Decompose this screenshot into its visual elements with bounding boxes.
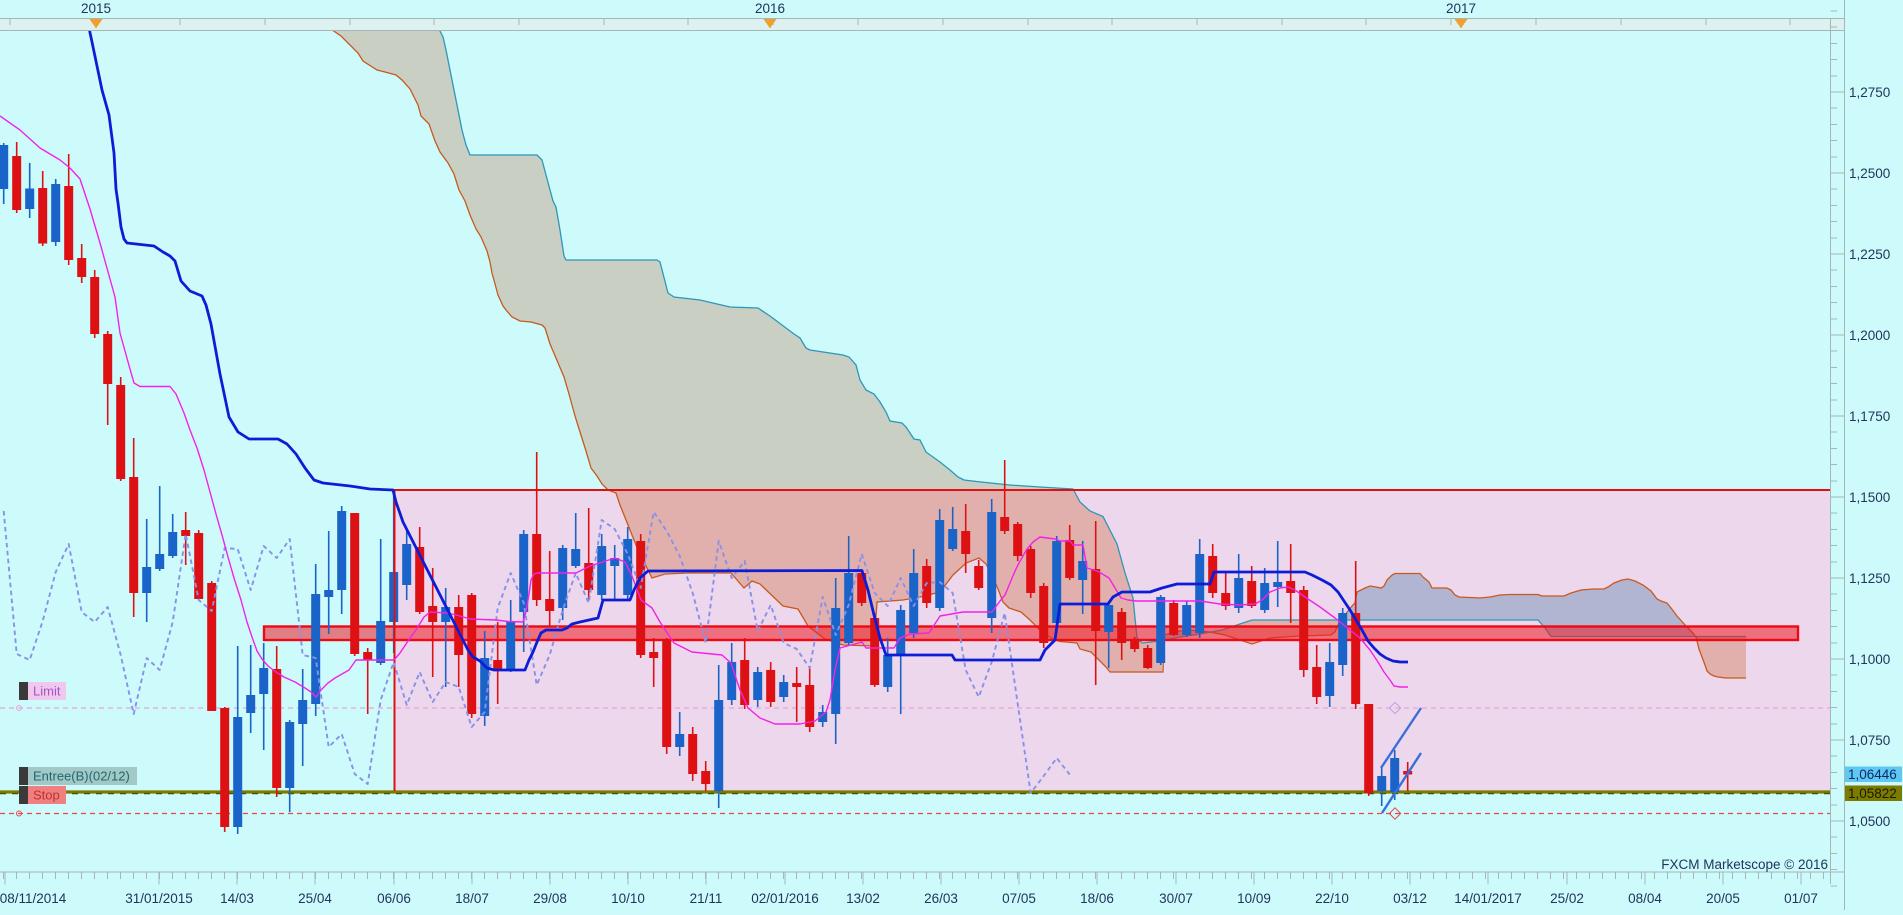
svg-text:18/07: 18/07: [455, 891, 489, 906]
svg-text:1,0500: 1,0500: [1849, 814, 1890, 829]
svg-text:29/08: 29/08: [533, 891, 567, 906]
svg-text:1,2500: 1,2500: [1849, 166, 1890, 181]
svg-text:25/02: 25/02: [1550, 891, 1584, 906]
svg-text:1,1250: 1,1250: [1849, 571, 1890, 586]
svg-text:1,2000: 1,2000: [1849, 328, 1890, 343]
svg-text:1,0750: 1,0750: [1849, 733, 1890, 748]
svg-text:FXCM Marketscope © 2016: FXCM Marketscope © 2016: [1661, 857, 1828, 872]
svg-text:01/07: 01/07: [1784, 891, 1818, 906]
svg-text:2015: 2015: [81, 1, 111, 16]
svg-text:1,2250: 1,2250: [1849, 247, 1890, 262]
svg-text:02/01/2016: 02/01/2016: [751, 891, 819, 906]
svg-text:10/10: 10/10: [611, 891, 645, 906]
svg-text:31/01/2015: 31/01/2015: [125, 891, 193, 906]
svg-text:06/06: 06/06: [377, 891, 411, 906]
svg-text:1,06446: 1,06446: [1848, 767, 1897, 782]
svg-text:22/10: 22/10: [1315, 891, 1349, 906]
svg-text:Limit: Limit: [33, 684, 61, 699]
svg-text:25/04: 25/04: [298, 891, 332, 906]
svg-text:2017: 2017: [1446, 1, 1476, 16]
svg-text:21/11: 21/11: [690, 891, 723, 906]
svg-text:14/03: 14/03: [220, 891, 254, 906]
svg-text:20/05: 20/05: [1706, 891, 1740, 906]
svg-text:Entree(B)(02/12): Entree(B)(02/12): [33, 769, 130, 784]
svg-text:14/01/2017: 14/01/2017: [1454, 891, 1522, 906]
svg-text:26/03: 26/03: [924, 891, 958, 906]
svg-text:03/12: 03/12: [1393, 891, 1427, 906]
svg-text:1,1000: 1,1000: [1849, 652, 1890, 667]
svg-text:07/05: 07/05: [1002, 891, 1036, 906]
svg-text:1,05822: 1,05822: [1848, 786, 1897, 801]
svg-text:30/07: 30/07: [1159, 891, 1193, 906]
svg-text:2016: 2016: [755, 1, 785, 16]
svg-text:18/06: 18/06: [1080, 891, 1114, 906]
svg-text:1,1500: 1,1500: [1849, 490, 1890, 505]
svg-text:1,1750: 1,1750: [1849, 409, 1890, 424]
svg-text:13/02: 13/02: [846, 891, 880, 906]
svg-text:Stop: Stop: [33, 788, 60, 803]
svg-text:10/09: 10/09: [1237, 891, 1271, 906]
svg-text:08/04: 08/04: [1628, 891, 1662, 906]
svg-text:1,2750: 1,2750: [1849, 85, 1890, 100]
svg-text:08/11/2014: 08/11/2014: [0, 891, 67, 906]
